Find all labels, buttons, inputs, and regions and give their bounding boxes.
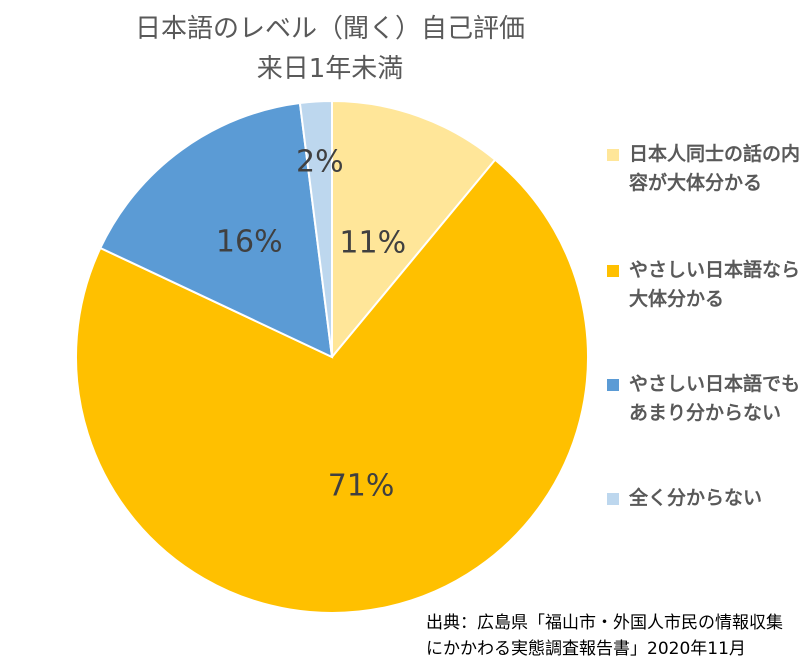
pie-slice [298, 99, 333, 358]
data-label: 16% [216, 225, 283, 260]
pie-slice [75, 158, 589, 614]
pie-slice [331, 99, 497, 360]
legend-swatch [607, 149, 619, 161]
legend-label: 全く分からない [629, 487, 763, 509]
source-note: 出典：広島県「福山市・外国人市民の情報収集にかかわる実態調査報告書」2020年1… [426, 613, 783, 659]
chart-title: 日本語のレベル（聞く）自己評価 [134, 14, 525, 44]
legend-label: やさしい日本語なら大体分かる [629, 259, 801, 310]
legend-label: やさしい日本語でもあまり分からない [629, 373, 801, 424]
legend-swatch [607, 493, 619, 505]
legend-swatch [607, 379, 619, 391]
chart-subtitle: 来日1年未満 [256, 54, 404, 84]
legend-label: 日本人同士の話の内容が大体分かる [629, 143, 801, 194]
data-label: 71% [328, 468, 395, 503]
legend-swatch [607, 265, 619, 277]
data-label: 11% [339, 225, 406, 260]
data-label: 2% [296, 144, 344, 179]
pie-slice [99, 101, 334, 359]
